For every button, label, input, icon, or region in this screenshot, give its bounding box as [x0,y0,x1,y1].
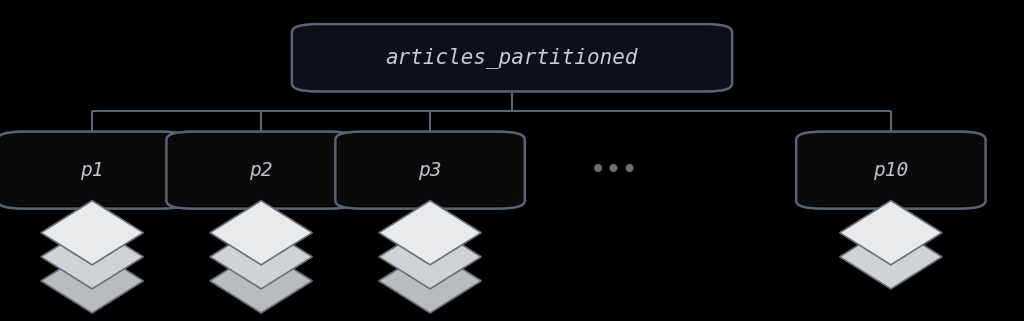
Text: •••: ••• [590,156,639,184]
Polygon shape [379,225,481,289]
Polygon shape [210,249,312,313]
FancyBboxPatch shape [797,132,985,209]
Polygon shape [840,225,942,289]
Polygon shape [210,201,312,265]
Text: p1: p1 [81,160,103,180]
FancyBboxPatch shape [335,132,524,209]
FancyBboxPatch shape [0,132,186,209]
Polygon shape [41,201,143,265]
Text: p10: p10 [873,160,908,180]
Polygon shape [379,249,481,313]
FancyBboxPatch shape [166,132,356,209]
Polygon shape [210,225,312,289]
Polygon shape [379,201,481,265]
Text: p3: p3 [419,160,441,180]
Text: p2: p2 [250,160,272,180]
Polygon shape [41,249,143,313]
Polygon shape [840,201,942,265]
FancyBboxPatch shape [292,24,732,91]
Polygon shape [41,225,143,289]
Text: articles_partitioned: articles_partitioned [386,47,638,68]
